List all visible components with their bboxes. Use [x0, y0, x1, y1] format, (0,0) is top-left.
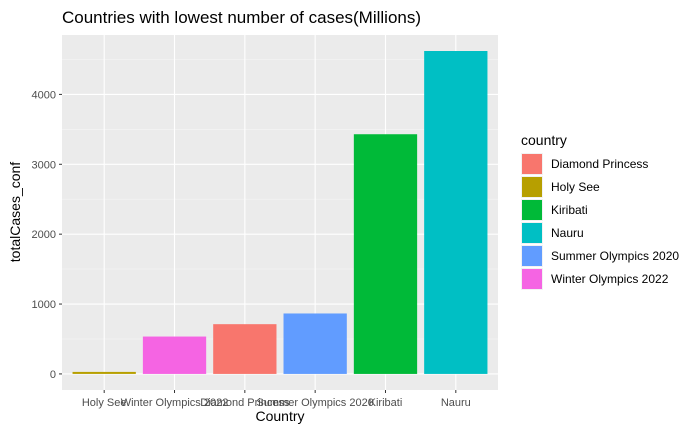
legend-swatch	[522, 177, 542, 197]
bar	[424, 51, 488, 374]
legend-swatch	[522, 223, 542, 243]
legend: country Diamond Princess Holy See Kiribati…	[521, 132, 679, 290]
legend-label: Nauru	[551, 226, 584, 240]
legend-swatch	[522, 246, 542, 266]
x-tick-label: Nauru	[441, 397, 471, 409]
legend-label: Winter Olympics 2022	[551, 272, 669, 286]
legend-label: Summer Olympics 2020	[551, 249, 679, 263]
bar	[213, 324, 277, 374]
x-axis-title: Country	[255, 408, 304, 424]
bars	[72, 51, 488, 374]
y-axis-ticks: 0 1000 2000 3000 4000	[32, 89, 62, 381]
bar	[72, 371, 136, 374]
legend-swatch	[522, 269, 542, 289]
bar	[283, 313, 347, 374]
x-tick-label: Winter Olympics 2022	[121, 397, 229, 409]
x-tick-label: Holy See	[82, 397, 127, 409]
legend-swatch	[522, 200, 542, 220]
bar	[142, 336, 207, 374]
legend-label: Diamond Princess	[551, 157, 648, 171]
y-tick-label: 1000	[32, 299, 56, 311]
y-tick-label: 4000	[32, 89, 56, 101]
legend-swatch	[522, 154, 542, 174]
x-tick-label: Summer Olympics 2020	[256, 397, 373, 409]
chart-title: Countries with lowest number of cases(Mi…	[62, 8, 421, 27]
x-tick-label: Kiribati	[369, 397, 403, 409]
y-tick-label: 2000	[32, 229, 56, 241]
y-tick-label: 0	[50, 369, 56, 381]
y-axis-title: totalCases_conf	[7, 162, 23, 263]
x-tick-label: Diamond Princess	[200, 397, 290, 409]
y-tick-label: 3000	[32, 159, 56, 171]
legend-label: Kiribati	[551, 203, 588, 217]
legend-title: country	[521, 132, 567, 148]
legend-label: Holy See	[551, 180, 600, 194]
bar	[353, 134, 418, 374]
